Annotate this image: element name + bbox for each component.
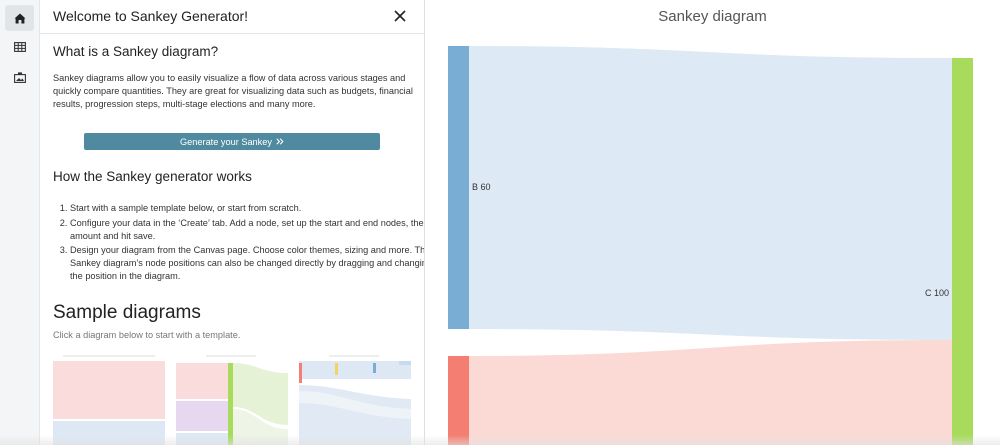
panel-header: Welcome to Sankey Generator! xyxy=(40,0,424,34)
sidebar-rail xyxy=(0,0,40,445)
generate-sankey-button[interactable]: Generate your Sankey xyxy=(84,133,380,150)
samples-heading: Sample diagrams xyxy=(53,302,201,323)
what-heading: What is a Sankey diagram? xyxy=(53,44,219,59)
generate-label: Generate your Sankey xyxy=(180,136,272,147)
how-heading: How the Sankey generator works xyxy=(53,169,252,184)
sidebar-item-home[interactable] xyxy=(5,5,34,31)
list-item: Start with a sample template below, or s… xyxy=(70,202,424,215)
panel-title: Welcome to Sankey Generator! xyxy=(53,8,249,24)
close-icon[interactable] xyxy=(392,8,408,24)
sankey-link-a-c[interactable] xyxy=(469,340,952,445)
sankey-link-b-c[interactable] xyxy=(469,46,952,340)
sample-diagram-2[interactable] xyxy=(176,355,288,445)
list-item: Design your diagram from the Canvas page… xyxy=(70,244,424,282)
sankey-diagram: B 60 C 100 xyxy=(448,46,973,445)
sample-diagram-3-preview xyxy=(299,355,411,445)
image-icon xyxy=(13,71,26,83)
sample-diagram-2-preview xyxy=(176,355,288,445)
samples-subtext: Click a diagram below to start with a te… xyxy=(53,330,241,340)
table-icon xyxy=(13,42,26,52)
list-item: Configure your data in the ‘Create’ tab.… xyxy=(70,217,424,243)
sankey-node-a[interactable] xyxy=(448,356,469,445)
canvas-area: Sankey diagram B 60 C 100 xyxy=(425,0,1000,445)
home-icon xyxy=(14,13,25,23)
sankey-node-b-label: B 60 xyxy=(472,182,491,192)
what-text: Sankey diagrams allow you to easily visu… xyxy=(53,73,413,109)
welcome-panel: Welcome to Sankey Generator! What is a S… xyxy=(40,0,425,445)
sample-diagram-1-preview xyxy=(53,355,165,445)
double-chevron-right-icon xyxy=(276,138,284,145)
steps-list: Start with a sample template below, or s… xyxy=(53,202,424,285)
sankey-node-c-label: C 100 xyxy=(925,288,949,298)
canvas-title: Sankey diagram xyxy=(658,8,767,25)
sample-diagram-1[interactable] xyxy=(53,355,165,445)
sankey-node-b[interactable] xyxy=(448,46,469,329)
sidebar-item-table[interactable] xyxy=(5,34,34,60)
sample-diagram-3[interactable] xyxy=(299,355,411,445)
sankey-node-c[interactable] xyxy=(952,58,973,445)
sidebar-item-canvas[interactable] xyxy=(5,64,34,90)
